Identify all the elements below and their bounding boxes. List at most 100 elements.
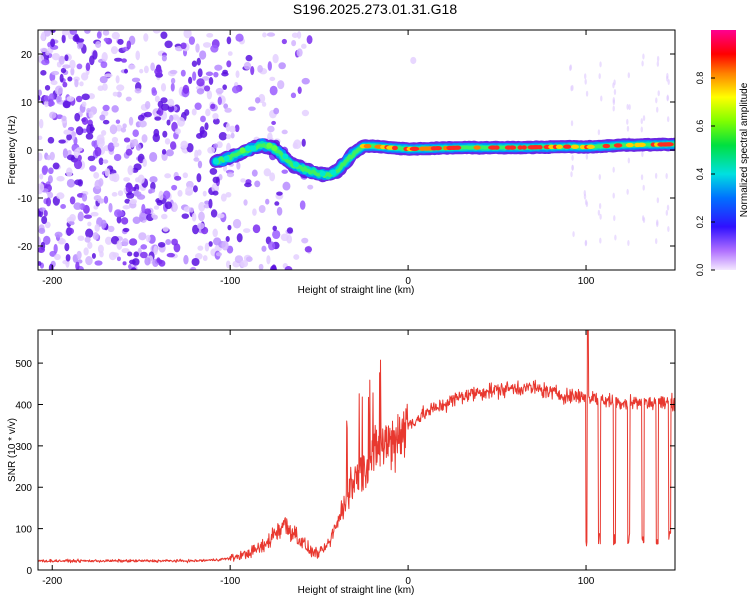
noise-speckle: [569, 65, 572, 72]
noise-speckle: [614, 234, 617, 241]
noise-speckle: [186, 143, 194, 153]
noise-speckle: [161, 213, 168, 220]
noise-speckle: [164, 138, 171, 145]
noise-speckle: [116, 240, 123, 250]
noise-speckle: [194, 253, 203, 260]
noise-speckle: [141, 203, 146, 214]
noise-speckle: [39, 183, 45, 192]
noise-speckle: [143, 208, 152, 215]
noise-speckle: [276, 191, 283, 196]
y-tick-label: -20: [18, 242, 33, 253]
ridge-peak: [602, 143, 611, 149]
noise-speckle: [173, 243, 181, 253]
ridge-peak: [473, 145, 481, 150]
noise-speckle: [91, 253, 96, 259]
ridge-peak: [282, 153, 289, 160]
noise-speckle: [101, 52, 108, 62]
noise-speckle: [54, 231, 63, 238]
noise-speckle: [61, 34, 66, 44]
noise-speckle: [48, 93, 55, 102]
noise-speckle: [218, 132, 228, 141]
noise-speckle: [65, 167, 73, 177]
ridge-peak: [586, 144, 595, 150]
noise-speckle: [77, 259, 83, 264]
noise-speckle: [70, 130, 76, 141]
noise-speckle: [43, 30, 51, 37]
noise-speckle: [89, 165, 97, 172]
noise-speckle: [83, 247, 89, 256]
noise-speckle: [43, 235, 51, 245]
noise-speckle: [205, 71, 214, 77]
noise-speckle: [144, 256, 151, 266]
noise-speckle: [666, 72, 669, 79]
chart-title: S196.2025.273.01.31.G18: [292, 1, 458, 17]
noise-speckle: [43, 100, 49, 108]
noise-speckle: [196, 78, 205, 87]
noise-speckle: [641, 151, 644, 158]
noise-speckle: [204, 85, 211, 92]
noise-speckle: [226, 60, 232, 68]
noise-speckle: [100, 61, 108, 69]
noise-speckle: [104, 73, 113, 78]
noise-speckle: [160, 83, 167, 92]
ridge-peak: [613, 143, 623, 148]
noise-speckle: [120, 127, 127, 133]
noise-speckle: [232, 218, 242, 229]
noise-speckle: [197, 160, 203, 169]
noise-speckle: [42, 165, 49, 175]
noise-speckle: [273, 107, 280, 115]
noise-speckle: [642, 184, 645, 191]
colorbar-label: Normalized spectral amplitude: [739, 82, 750, 217]
noise-speckle: [234, 124, 240, 133]
noise-speckle: [57, 95, 62, 103]
noise-speckle: [306, 35, 313, 45]
noise-speckle: [583, 190, 586, 197]
noise-speckle: [122, 123, 127, 129]
noise-speckle: [156, 257, 161, 263]
noise-speckle: [102, 159, 109, 164]
ridge-peak: [664, 142, 674, 147]
noise-speckle: [246, 256, 253, 262]
noise-speckle: [62, 148, 68, 159]
noise-speckle: [61, 30, 70, 36]
noise-speckle: [111, 105, 119, 113]
noise-speckle: [52, 162, 60, 170]
ridge-peak: [434, 146, 442, 151]
noise-speckle: [243, 228, 251, 233]
noise-speckle: [160, 31, 168, 39]
noise-speckle: [269, 76, 276, 82]
noise-speckle: [198, 211, 205, 222]
noise-speckle: [58, 139, 66, 144]
noise-speckle: [157, 241, 166, 248]
noise-speckle: [50, 38, 56, 48]
noise-speckle: [195, 43, 200, 53]
noise-speckle: [64, 242, 70, 252]
noise-speckle: [91, 140, 96, 147]
noise-speckle: [77, 211, 84, 222]
noise-speckle: [292, 142, 298, 149]
noise-speckle: [58, 55, 65, 65]
noise-speckle: [47, 175, 53, 184]
noise-speckle: [272, 225, 277, 232]
noise-speckle: [66, 178, 76, 188]
noise-speckle: [599, 213, 602, 220]
noise-speckle: [291, 32, 299, 38]
noise-speckle: [656, 219, 659, 226]
noise-speckle: [102, 119, 110, 125]
noise-speckle: [108, 202, 113, 213]
noise-speckle: [191, 60, 198, 67]
noise-speckle: [38, 261, 42, 266]
noise-speckle: [205, 108, 211, 117]
noise-speckle: [204, 122, 209, 131]
noise-speckle: [75, 126, 84, 136]
x-tick-label: 0: [405, 576, 411, 587]
noise-speckle: [296, 31, 302, 39]
noise-speckle: [154, 116, 162, 121]
noise-speckle: [102, 83, 108, 91]
noise-speckle: [85, 132, 94, 140]
noise-speckle: [73, 159, 83, 170]
noise-speckle: [132, 129, 139, 138]
noise-speckle: [410, 56, 417, 65]
noise-speckle: [75, 95, 83, 103]
ridge-peak: [409, 146, 420, 152]
